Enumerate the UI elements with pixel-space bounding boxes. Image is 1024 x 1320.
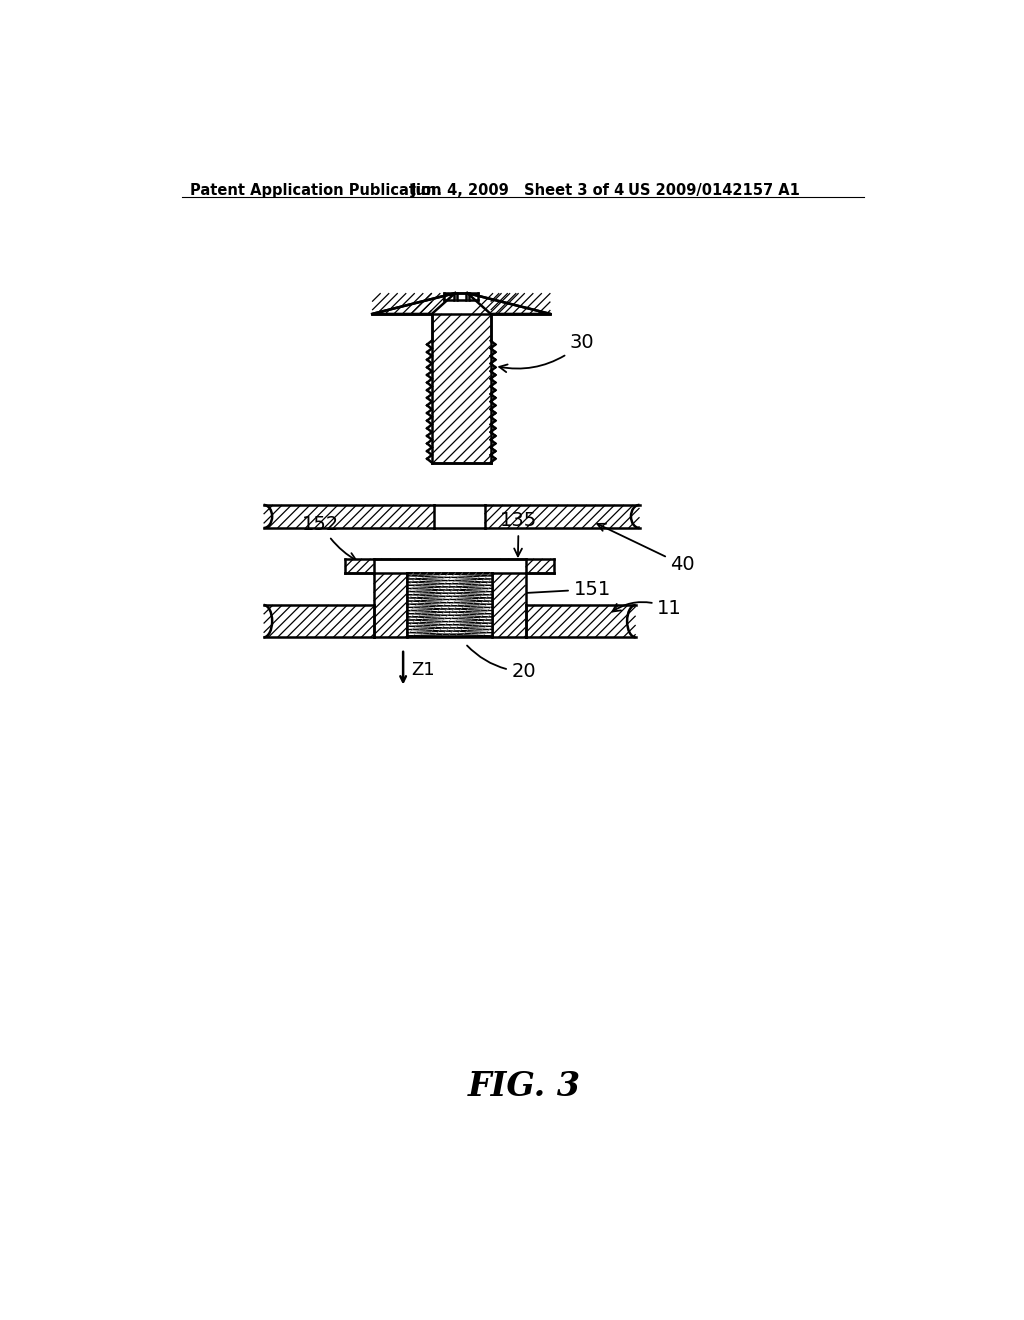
Bar [263, 504, 640, 528]
Bar [374, 558, 525, 638]
Text: FIG. 3: FIG. 3 [468, 1069, 582, 1102]
Bar [407, 573, 493, 636]
Text: US 2009/0142157 A1: US 2009/0142157 A1 [628, 183, 800, 198]
Text: 40: 40 [597, 524, 695, 574]
Text: 30: 30 [500, 334, 594, 372]
Text: Patent Application Publication: Patent Application Publication [190, 183, 441, 198]
Bar [345, 558, 554, 573]
Text: 135: 135 [500, 511, 538, 556]
Polygon shape [372, 293, 455, 314]
Text: Jun. 4, 2009   Sheet 3 of 4: Jun. 4, 2009 Sheet 3 of 4 [411, 183, 625, 198]
Bar [432, 314, 490, 462]
Polygon shape [467, 293, 550, 314]
Bar [263, 605, 636, 638]
Text: 151: 151 [499, 579, 611, 599]
Text: 11: 11 [612, 599, 682, 618]
Text: 152: 152 [302, 515, 356, 561]
Text: Z1: Z1 [411, 661, 434, 680]
Text: 20: 20 [467, 645, 537, 681]
